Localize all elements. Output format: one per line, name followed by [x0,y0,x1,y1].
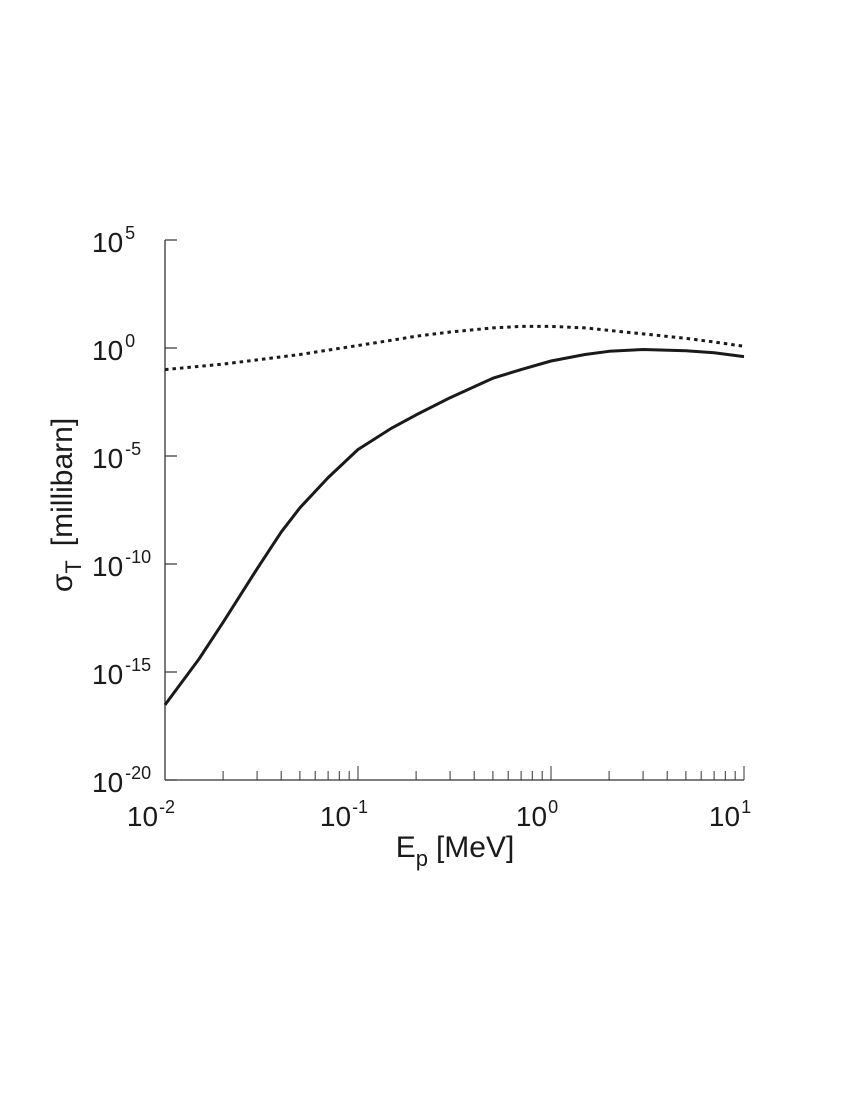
series-solid-line [163,348,745,706]
ticks [164,239,745,781]
y-tick-label-4-exponent: -15 [125,655,151,675]
y-axis-title-symbol: σ [46,573,79,592]
x-axis-title-symbol: E [396,831,416,864]
x-tick-label-3-base: 10 [709,801,740,832]
y-axis-title-subscript: T [61,560,86,573]
y-tick-label-2-base: 10 [92,443,123,474]
y-tick-label-2: 10 -5 [92,439,141,474]
x-tick-label-3-exponent: 1 [741,797,751,817]
y-tick-label-0: 10 5 [92,223,135,258]
y-tick-label-1: 10 0 [92,331,135,366]
x-tick-label-0-exponent: -2 [159,797,175,817]
y-tick-label-5-base: 10 [92,767,123,798]
x-axis-title-unit: [MeV] [436,831,514,864]
x-tick-label-1-exponent: -1 [352,797,368,817]
y-tick-label-4-base: 10 [92,659,123,690]
y-tick-label-0-exponent: 5 [125,223,135,243]
y-tick-label-3-base: 10 [92,551,123,582]
x-tick-label-1-base: 10 [320,801,351,832]
y-tick-label-5: 10 -20 [92,763,151,798]
x-tick-label-0-base: 10 [127,801,158,832]
y-tick-label-4: 10 -15 [92,655,151,690]
series-dotted-line [164,324,745,372]
axes [164,240,744,781]
y-tick-label-3-exponent: -10 [125,547,151,567]
series-layer [163,324,745,706]
y-tick-label-3: 10 -10 [92,547,151,582]
y-tick-label-1-exponent: 0 [125,331,135,351]
x-axis-title: Ep [MeV] [396,831,515,871]
x-tick-label-1: 10-1 [320,797,368,832]
y-tick-label-1-base: 10 [92,335,123,366]
x-tick-label-0: 10-2 [127,797,175,832]
x-tick-label-3: 101 [709,797,751,832]
x-tick-label-2-base: 10 [516,801,547,832]
x-tick-label-2: 100 [516,797,558,832]
y-tick-label-0-base: 10 [92,227,123,258]
y-axis-title-unit: [millibarn] [46,418,79,546]
y-axis-title: σT [millibarn] [46,418,86,592]
x-tick-label-2-exponent: 0 [548,797,558,817]
y-tick-label-2-exponent: -5 [125,439,141,459]
x-axis-title-subscript: p [416,846,428,871]
y-tick-label-5-exponent: -20 [125,763,151,783]
